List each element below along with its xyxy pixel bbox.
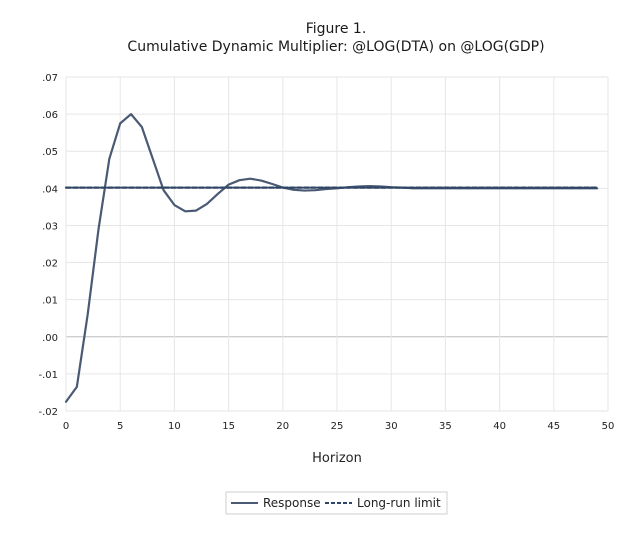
chart-subtitle: Cumulative Dynamic Multiplier: @LOG(DTA)… xyxy=(127,39,544,55)
legend-box xyxy=(225,491,448,515)
x-tick-label: 5 xyxy=(117,421,123,432)
x-tick-label: 35 xyxy=(439,421,452,432)
plot-series xyxy=(64,113,599,403)
y-tick-label: .05 xyxy=(42,147,58,158)
x-tick-label: 20 xyxy=(276,421,289,432)
x-tick-label: 50 xyxy=(602,421,615,432)
x-tick-label: 40 xyxy=(493,421,506,432)
x-tick-label: 25 xyxy=(331,421,344,432)
series-line-response xyxy=(64,113,599,403)
chart-title: Figure 1. xyxy=(306,21,367,37)
y-tick-label: .01 xyxy=(42,296,58,307)
x-axis-title: Horizon xyxy=(312,451,362,466)
x-tick-label: 30 xyxy=(385,421,398,432)
legend-label-long-run-limit: Long-run limit xyxy=(357,496,441,510)
y-axis-tick-labels: -.02 -.01 .00 .01 .02 .03 .04 .05 .06 .07 xyxy=(38,73,58,418)
x-tick-label: 10 xyxy=(168,421,181,432)
y-tick-label: .06 xyxy=(42,110,58,121)
y-tick-label: .07 xyxy=(42,73,58,84)
x-tick-label: 15 xyxy=(222,421,235,432)
grid xyxy=(65,76,609,412)
legend: Response Long-run limit xyxy=(225,491,448,515)
y-tick-label: .02 xyxy=(42,259,58,270)
y-tick-label: .00 xyxy=(42,333,58,344)
x-axis-tick-labels: 0 5 10 15 20 25 30 35 40 45 50 xyxy=(63,421,615,432)
y-tick-label: -.02 xyxy=(38,407,58,418)
y-tick-label: -.01 xyxy=(38,370,58,381)
x-tick-label: 45 xyxy=(547,421,560,432)
x-tick-label: 0 xyxy=(63,421,69,432)
y-tick-label: .04 xyxy=(42,184,58,195)
y-tick-label: .03 xyxy=(42,221,58,232)
legend-label-response: Response xyxy=(263,496,321,510)
